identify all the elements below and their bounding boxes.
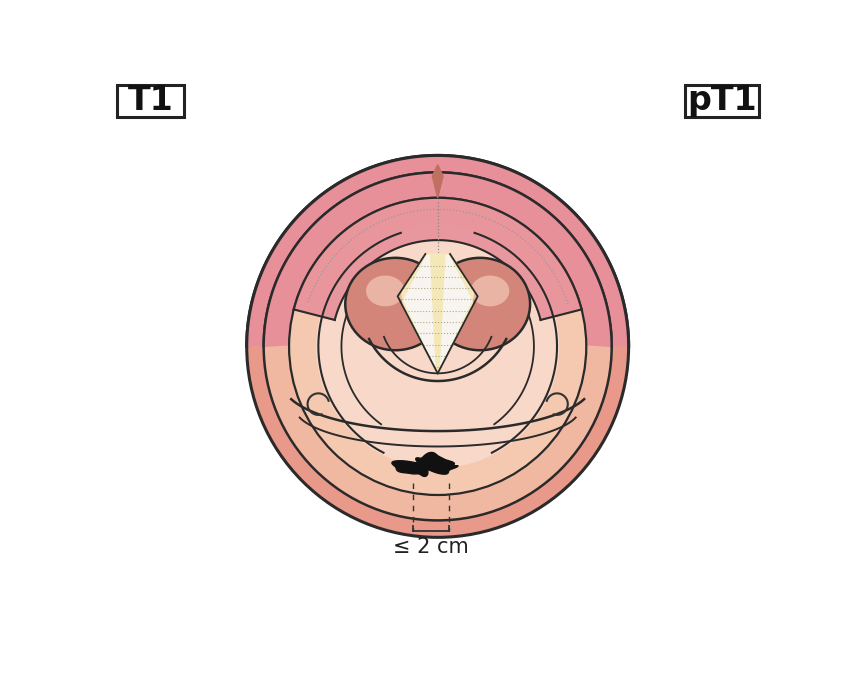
Polygon shape [440,255,471,365]
Polygon shape [247,156,628,347]
Text: ≤ 2 cm: ≤ 2 cm [392,538,468,557]
Polygon shape [432,165,443,198]
Polygon shape [401,254,473,373]
FancyBboxPatch shape [684,84,757,117]
Ellipse shape [366,275,404,307]
Polygon shape [264,172,611,347]
Ellipse shape [247,156,628,538]
Ellipse shape [288,198,586,495]
Ellipse shape [429,258,530,350]
Ellipse shape [345,258,445,350]
FancyBboxPatch shape [117,84,184,117]
Text: pT1: pT1 [686,84,756,117]
Ellipse shape [264,172,611,520]
Ellipse shape [470,275,508,307]
Polygon shape [293,198,581,320]
Polygon shape [392,453,458,476]
Text: T1: T1 [127,84,173,117]
Ellipse shape [316,225,559,468]
Polygon shape [403,255,434,365]
